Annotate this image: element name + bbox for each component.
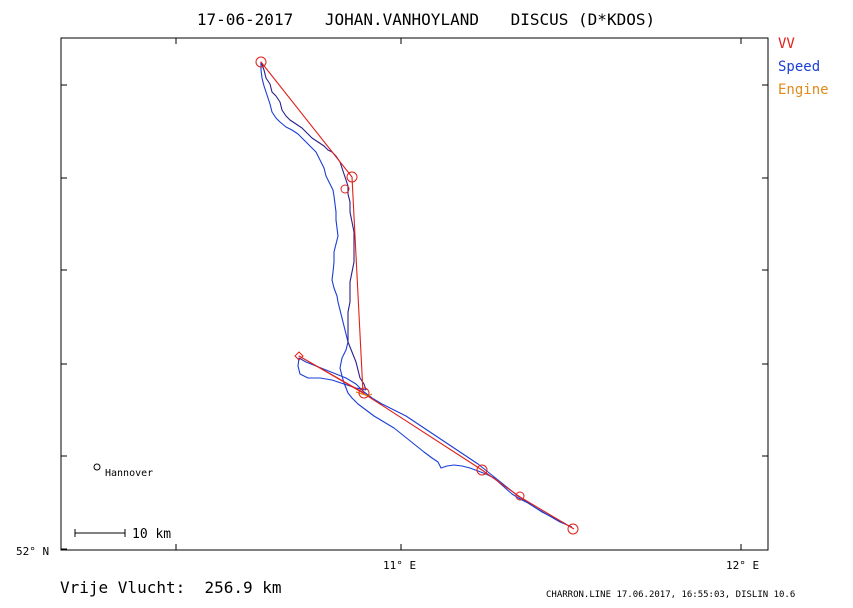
scale-bar: [74, 529, 126, 537]
glider-name: DISCUS (D*KDOS): [511, 10, 656, 29]
turnpoints: [255, 56, 579, 535]
legend-speed: Speed: [778, 59, 820, 75]
legend-engine: Engine: [778, 82, 829, 98]
city-label: Hannover: [105, 468, 153, 479]
axis-ticks: [61, 38, 768, 550]
longitude-label-12: 12° E: [726, 559, 759, 572]
legend-vv: VV: [778, 36, 795, 52]
turnpoint-marker: [476, 464, 488, 476]
turnpoint-marker: [340, 184, 350, 194]
latitude-label: 52° N: [16, 545, 49, 558]
flight-track-leg: [297, 357, 567, 525]
turnpoint-marker: [515, 491, 525, 501]
svg-text:17-06-2017 JOHAN.VANHOYLAN: 17-06-2017 JOHAN.VANHOYLAND DISCUS (D*KD…: [197, 10, 655, 29]
longitude-label-11: 11° E: [383, 559, 416, 572]
turnpoint-marker: [255, 56, 267, 68]
turnpoint-marker: [358, 387, 370, 399]
task-line-vv: [260, 61, 575, 530]
flight-track-vario: [260, 61, 367, 391]
flight-track-speed: [260, 62, 573, 528]
city-marker-icon: [93, 463, 101, 471]
distance-summary: Vrije Vlucht: 256.9 km: [60, 578, 282, 597]
plot-frame: [60, 37, 769, 551]
flight-date: 17-06-2017: [197, 10, 293, 29]
turnpoint-marker: [346, 171, 358, 183]
turnpoint-marker: [567, 523, 579, 535]
diamond-marker-icon: [294, 351, 304, 361]
credits-line: CHARRON.LINE 17.06.2017, 16:55:03, DISLI…: [546, 590, 795, 600]
pilot-name: JOHAN.VANHOYLAND: [325, 10, 479, 29]
scale-label: 10 km: [132, 527, 171, 542]
